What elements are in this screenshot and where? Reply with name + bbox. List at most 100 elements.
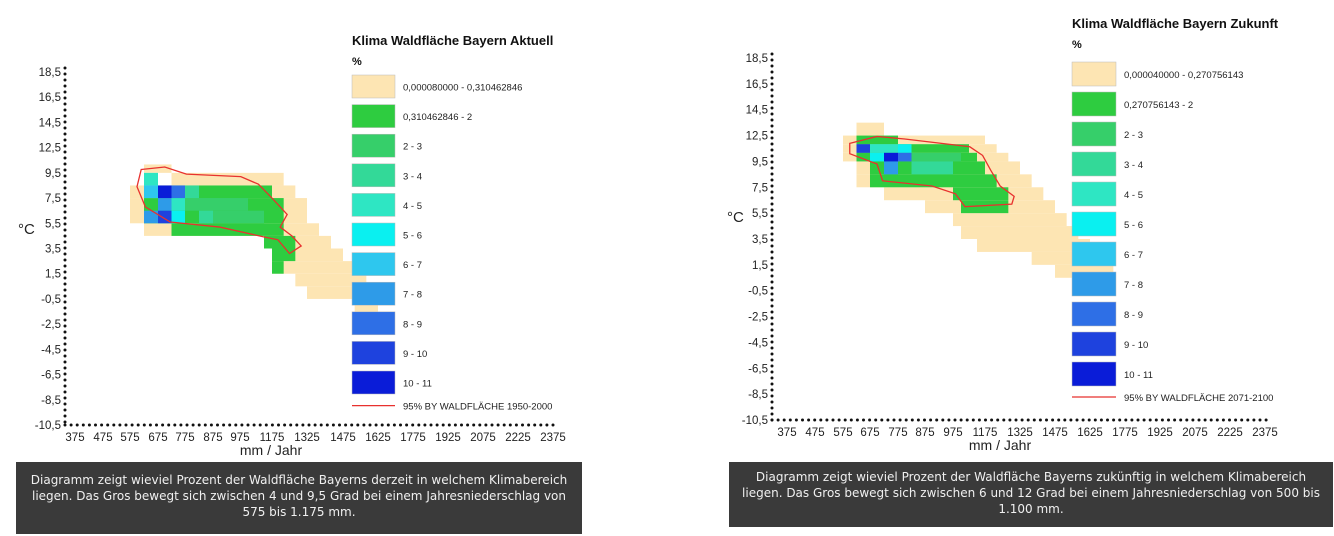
y-axis-dot [770,394,774,398]
heatmap-cell [144,185,158,199]
x-tick-label: 1175 [260,432,285,444]
x-axis-dot [1057,418,1061,422]
x-tick-label: 775 [888,427,907,439]
heatmap-cell [856,144,870,153]
x-tick-label: 375 [65,432,84,444]
y-axis-dot [63,408,67,412]
y-axis-dot [770,106,774,110]
x-axis-dot [148,423,152,427]
y-axis-dot [63,366,67,370]
x-axis-dot [118,423,122,427]
x-axis-dot [1002,418,1006,422]
y-axis-dot [63,108,67,112]
y-axis-dot [770,166,774,170]
y-axis-dot [63,330,67,334]
x-axis-dot [197,423,201,427]
legend-swatch [351,341,396,365]
y-tick-label: 3,5 [45,244,61,256]
y-axis-dot [63,306,67,310]
x-axis-dot [807,418,811,422]
x-axis-dot [277,423,280,427]
y-axis-dot [63,396,67,400]
legend-label: 2 - 3 [1124,130,1143,141]
heatmap-cell [870,152,884,162]
x-tick-label: 1925 [435,432,461,444]
y-axis-dot [770,262,774,266]
x-axis-dot [1026,418,1030,422]
x-axis-dot [1038,418,1042,422]
heatmap-cell [898,152,961,162]
x-axis-dot [1081,418,1085,422]
legend-label: 4 - 5 [1124,190,1143,201]
x-axis-dot [1173,418,1177,422]
x-axis-dot [1136,418,1140,422]
x-axis-dot [819,418,823,422]
legend-swatch [1071,181,1117,207]
heatmap-cell [158,198,172,211]
y-axis-dot [770,346,774,350]
x-axis-dot [423,423,427,427]
x-axis-dot [100,423,104,427]
x-axis-dot [1154,418,1158,422]
x-axis-dot [947,418,951,422]
x-axis-dot [971,418,975,422]
y-axis-dot [63,156,67,160]
y-axis-dot [63,192,67,196]
heatmap-cell [272,248,296,262]
x-axis-dot [75,423,79,427]
x-tick-label: 2075 [1182,427,1208,439]
x-axis-dot [325,423,329,427]
y-axis-dot [63,270,67,274]
forest-95-outline [849,135,1015,208]
y-axis-dot [770,250,774,254]
x-axis-dot [441,423,445,427]
y-axis-dot [770,268,774,272]
y-axis-dot [770,256,774,260]
heatmap-cell [898,152,912,162]
x-axis-dot [837,418,841,422]
y-axis-dot [770,142,774,146]
x-axis-dot [1179,418,1183,422]
x-axis-dot [417,423,421,427]
x-axis-dot [338,423,341,427]
y-axis-dot [770,118,774,122]
y-axis-dot [770,412,774,416]
x-axis-dot [1160,418,1164,422]
x-axis-dot [222,423,226,427]
x-axis-dot [344,423,348,427]
legend-label: 0,310462846 - 2 [403,112,472,123]
y-axis-dot [770,298,774,302]
heatmap-cell [953,213,1067,227]
x-axis-dot [862,418,865,422]
y-tick-label: -10,5 [742,415,768,427]
y-tick-label: 18,5 [746,53,768,65]
x-tick-label: 475 [93,432,112,444]
y-axis-dot [63,210,67,214]
y-axis-dot [63,144,67,148]
x-axis-dot [892,418,896,422]
y-axis-dot [770,136,774,140]
x-tick-label: 475 [805,427,824,439]
heatmap-cell [977,239,1090,252]
y-axis-dot [63,126,67,130]
x-axis-dot [1124,418,1128,422]
x-axis-dot [435,423,439,427]
y-tick-label: 16,5 [746,79,768,91]
x-axis-dot [411,423,415,427]
x-axis-dot [472,423,476,427]
x-tick-label: 2225 [505,432,531,444]
x-axis-dot [173,423,177,427]
x-axis-dot [478,423,482,427]
x-axis-dot [1008,418,1012,422]
x-tick-label: 2225 [1217,427,1243,439]
x-axis-dot [1215,418,1219,422]
x-axis-dot [990,418,994,422]
y-axis-dot [770,184,774,188]
heatmap-cell [856,122,884,136]
x-axis-dot [161,423,165,427]
x-axis-dot [904,418,908,422]
y-tick-label: -2,5 [748,312,768,324]
y-tick-label: 5,5 [752,208,768,220]
y-axis-dot [770,196,774,200]
x-axis-dot [1051,418,1055,422]
